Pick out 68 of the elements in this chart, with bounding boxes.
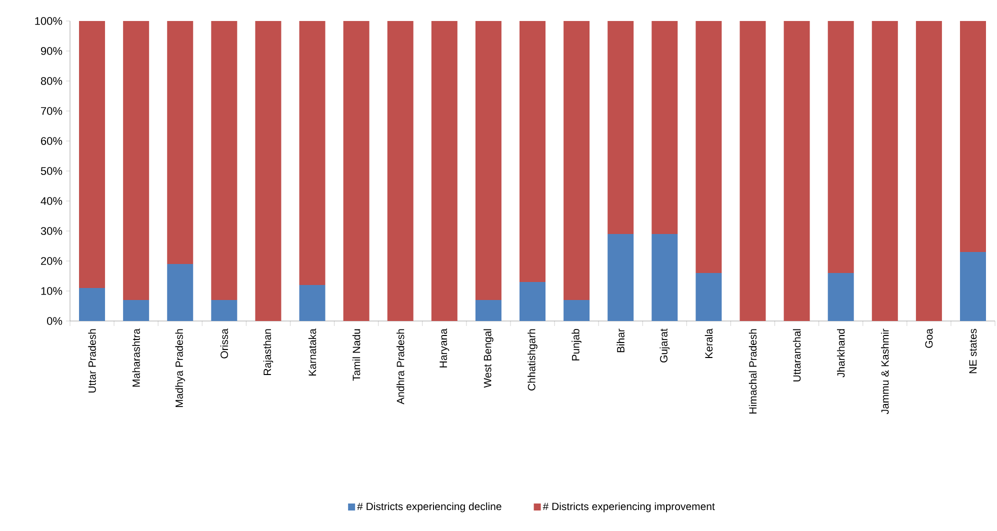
bar [211,20,238,300]
legend-label: # Districts experiencing decline [357,502,502,512]
x-tick-label: Tamil Nadu [352,329,360,381]
bar [564,20,590,300]
x-tick-label: Punjab [572,328,582,360]
x-tick-label: Maharashtra [132,328,140,387]
x-tick-label: Gujarat [660,328,670,362]
y-tick-label: 20% [41,257,62,265]
x-tick-label: Rajasthan [263,329,274,375]
x-tick-label: Bihar [616,328,624,352]
y-tick-label: 60% [41,137,62,145]
y-tick-label: 40% [40,197,62,205]
bar [828,20,854,273]
legend-label: # Districts experiencing improvement [542,502,715,512]
bar [431,20,458,321]
bar [475,300,502,321]
y-tick-label: 70% [41,107,62,115]
x-tick-label: Uttar Pradesh [88,329,96,392]
bar [475,20,502,300]
bar [828,273,854,321]
x-tick-label: Goa [925,328,933,348]
bar [740,20,766,321]
y-tick-label: 0% [47,317,62,325]
bar [696,273,722,321]
bar [696,20,722,273]
bar [299,20,326,285]
bar [520,282,546,321]
x-tick-label: Kerala [704,328,713,358]
bar [916,20,942,321]
y-tick-label: 100% [35,17,62,25]
y-tick-label: 50% [40,167,62,175]
x-tick-label: NE states [969,328,977,374]
bar [167,264,194,321]
bar [79,288,106,321]
y-tick-label: 10% [41,287,62,295]
bar [123,20,150,300]
x-tick-label: West Bengal [484,329,494,388]
bar [387,20,414,321]
x-tick-label: Haryana [440,328,450,368]
bar [784,20,810,321]
bar [255,20,282,321]
bar [299,285,326,321]
bar [79,20,106,288]
bar [872,20,898,321]
bar [960,20,986,252]
x-tick-label: Jammu & Kashmir [881,328,889,414]
y-tick-label: 90% [40,47,62,55]
bar [652,234,678,321]
x-tick-label: Andhra Pradesh [396,329,404,404]
bar [343,20,370,321]
x-tick-label: Madhya Pradesh [175,329,186,408]
x-tick-label: Orissa [220,328,228,358]
x-tick-label: Uttaranchal [792,329,801,382]
bar [564,300,590,321]
bar [520,20,546,282]
y-tick-label: 80% [40,77,62,85]
x-tick-label: Jharkhand [836,329,845,378]
bar [608,20,634,234]
bar [123,300,150,321]
y-tick-label: 30% [40,227,62,235]
x-tick-label: Chhatishgarh [528,329,538,390]
bar [960,252,986,321]
bar [608,234,634,321]
x-tick-label: Karnataka [308,328,316,376]
bar [211,300,238,321]
bar [167,20,194,264]
x-tick-label: Himachal Pradesh [748,329,757,414]
bar [652,20,678,234]
